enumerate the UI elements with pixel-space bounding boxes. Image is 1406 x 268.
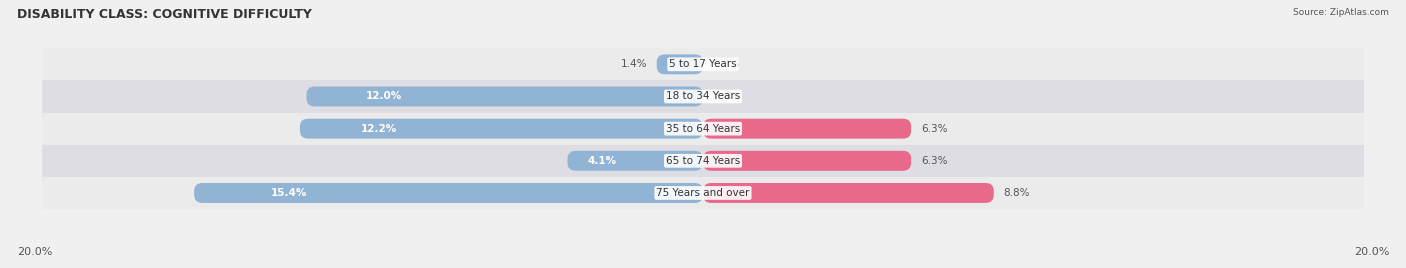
Text: 75 Years and over: 75 Years and over [657, 188, 749, 198]
Text: 6.3%: 6.3% [921, 156, 948, 166]
Bar [42, 48, 1364, 80]
Text: Source: ZipAtlas.com: Source: ZipAtlas.com [1294, 8, 1389, 17]
Text: 15.4%: 15.4% [270, 188, 307, 198]
Bar [42, 80, 1364, 113]
Text: DISABILITY CLASS: COGNITIVE DIFFICULTY: DISABILITY CLASS: COGNITIVE DIFFICULTY [17, 8, 312, 21]
Text: 12.2%: 12.2% [360, 124, 396, 134]
FancyBboxPatch shape [657, 54, 703, 74]
Text: 20.0%: 20.0% [17, 247, 52, 257]
Text: 1.4%: 1.4% [620, 59, 647, 69]
Text: 0.0%: 0.0% [713, 91, 740, 102]
FancyBboxPatch shape [299, 119, 703, 139]
Bar [42, 177, 1364, 209]
Text: 6.3%: 6.3% [921, 124, 948, 134]
Text: 5 to 17 Years: 5 to 17 Years [669, 59, 737, 69]
Bar [42, 145, 1364, 177]
FancyBboxPatch shape [568, 151, 703, 171]
Text: 35 to 64 Years: 35 to 64 Years [666, 124, 740, 134]
FancyBboxPatch shape [703, 151, 911, 171]
Text: 18 to 34 Years: 18 to 34 Years [666, 91, 740, 102]
FancyBboxPatch shape [703, 183, 994, 203]
FancyBboxPatch shape [703, 119, 911, 139]
FancyBboxPatch shape [307, 87, 703, 106]
Text: 0.0%: 0.0% [713, 59, 740, 69]
Text: 8.8%: 8.8% [1004, 188, 1031, 198]
Text: 12.0%: 12.0% [366, 91, 402, 102]
Text: 4.1%: 4.1% [588, 156, 617, 166]
Text: 20.0%: 20.0% [1354, 247, 1389, 257]
Text: 65 to 74 Years: 65 to 74 Years [666, 156, 740, 166]
Bar [42, 113, 1364, 145]
FancyBboxPatch shape [194, 183, 703, 203]
